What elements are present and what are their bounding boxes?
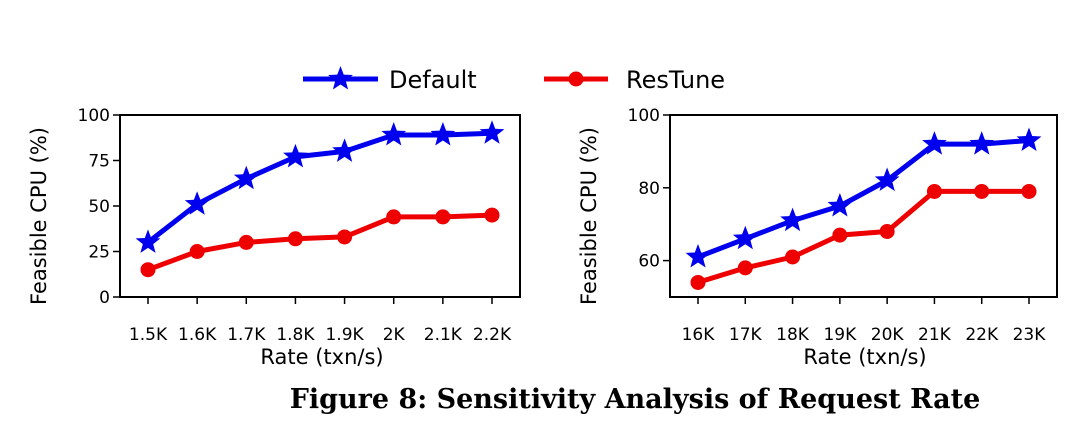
data-point-default (922, 131, 947, 155)
legend-marker-restune (568, 71, 584, 87)
series-line-restune (147, 212, 493, 273)
data-point-default (732, 225, 758, 250)
x-tick-label: 16K (682, 325, 716, 345)
right-chart: 60 80 100 16K 17K 18K 19K 20K 21K 22K 23K Rate (txn… (577, 106, 1058, 369)
x-tick-label: 22K (965, 325, 999, 345)
data-point-restune (1021, 183, 1037, 199)
data-point-default (184, 191, 210, 215)
x-tick-label: 1.7K (227, 325, 266, 345)
data-point-default (874, 167, 900, 191)
y-tick-label: 100 (628, 106, 660, 126)
y-tick-label: 75 (88, 152, 110, 172)
data-point-restune (238, 234, 254, 250)
y-axis-label: Feasible CPU (%) (577, 127, 601, 305)
x-tick-label: 1.8K (276, 325, 315, 345)
x-tick-label: 2.1K (424, 325, 463, 345)
data-point-restune (386, 209, 402, 225)
plot-frame (119, 114, 521, 298)
data-point-restune (140, 262, 156, 278)
data-point-default (1016, 127, 1042, 151)
y-tick-label: 25 (88, 243, 110, 263)
x-tick-label: 17K (729, 325, 763, 345)
y-tick-label: 60 (638, 252, 660, 272)
plot-frame (669, 114, 1058, 298)
data-point-restune (287, 231, 303, 247)
data-point-default (827, 193, 853, 217)
y-tick-label: 50 (88, 197, 110, 217)
series-line-default (146, 130, 493, 245)
data-point-restune (879, 223, 895, 239)
y-tick-label: 0 (99, 288, 110, 308)
data-point-default (430, 122, 456, 146)
data-point-restune (737, 260, 753, 276)
data-point-restune (690, 274, 706, 290)
data-point-restune (189, 244, 205, 259)
data-point-restune (337, 229, 353, 245)
data-point-default (233, 165, 259, 190)
data-point-restune (974, 183, 990, 199)
legend: Default ResTune (303, 66, 725, 94)
data-point-default (135, 229, 161, 253)
data-point-restune (832, 227, 848, 243)
left-chart: 0 25 50 75 100 1.5K 1.6K 1.7K 1.8K 1.9K 2K 2.1K 2.2K… (27, 106, 521, 369)
y-tick-label: 100 (78, 106, 110, 126)
legend-label-default: Default (389, 66, 477, 94)
x-axis-label: Rate (txn/s) (803, 345, 926, 369)
legend-label-restune: ResTune (626, 66, 725, 94)
data-point-default (780, 207, 805, 232)
x-axis-label: Rate (txn/s) (260, 345, 383, 369)
x-tick-label: 1.9K (325, 325, 364, 345)
x-tick-label: 19K (823, 325, 857, 345)
data-point-default (479, 120, 505, 144)
x-tick-label: 2.2K (473, 325, 512, 345)
data-point-default (685, 244, 711, 268)
data-point-restune (435, 209, 451, 225)
series-line-restune (697, 188, 1029, 285)
data-point-default (381, 122, 407, 146)
data-point-default (969, 131, 995, 155)
figure-caption: Figure 8: Sensitivity Analysis of Reques… (290, 384, 981, 415)
x-tick-label: 1.6K (178, 325, 217, 345)
legend-marker-default (328, 66, 353, 90)
y-axis-label: Feasible CPU (%) (27, 127, 51, 305)
x-tick-label: 1.5K (129, 325, 168, 345)
data-point-default (283, 143, 308, 168)
data-point-default (332, 138, 357, 162)
x-tick-label: 20K (871, 325, 905, 345)
x-tick-label: 18K (776, 325, 810, 345)
y-tick-label: 80 (638, 179, 660, 199)
data-point-restune (484, 207, 500, 223)
data-point-restune (785, 249, 801, 265)
x-tick-label: 2K (383, 325, 406, 345)
data-point-restune (926, 183, 942, 199)
x-tick-label: 23K (1013, 325, 1047, 345)
x-tick-label: 21K (918, 325, 952, 345)
